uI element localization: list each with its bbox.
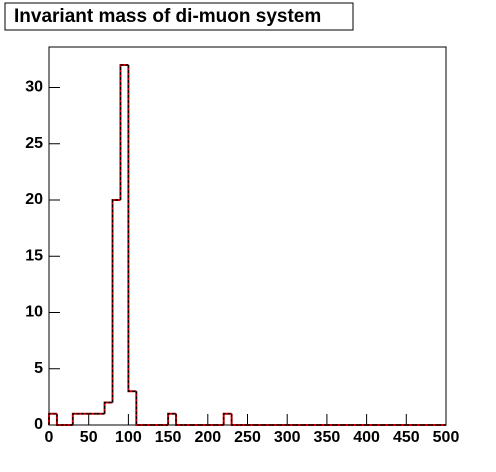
histogram-bin (175, 413, 184, 426)
x-tick-label: 50 (80, 429, 98, 446)
histogram-bin (72, 413, 81, 425)
x-tick-label: 250 (234, 429, 261, 446)
histogram-bin (135, 391, 145, 426)
y-tick-label: 0 (34, 416, 43, 433)
x-tick-label: 200 (194, 429, 221, 446)
histogram-bin (56, 413, 65, 426)
histogram-bin (111, 199, 121, 403)
histogram-bin (127, 65, 137, 392)
x-tick-label: 0 (45, 429, 54, 446)
y-tick-label: 20 (25, 191, 43, 208)
x-tick-label: 500 (433, 429, 460, 446)
histogram-bin (48, 413, 57, 425)
histogram-bin (167, 413, 177, 425)
histogram-bin (119, 64, 129, 200)
y-tick-label: 25 (25, 135, 43, 152)
histogram-bin (103, 401, 113, 414)
x-tick-label: 150 (155, 429, 182, 446)
y-tick-label: 10 (25, 304, 43, 321)
histogram-bin (231, 413, 240, 426)
y-tick-label: 5 (34, 360, 43, 377)
x-tick-label: 100 (115, 429, 142, 446)
x-tick-label: 450 (393, 429, 420, 446)
y-tick-label: 30 (25, 79, 43, 96)
x-tick-label: 400 (353, 429, 380, 446)
x-tick-label: 350 (314, 429, 341, 446)
y-tick-label: 15 (25, 247, 43, 264)
histogram-bin (223, 413, 232, 425)
title-box (4, 2, 354, 31)
chart-title: Invariant mass of di-muon system (14, 6, 321, 27)
x-tick-label: 300 (274, 429, 301, 446)
